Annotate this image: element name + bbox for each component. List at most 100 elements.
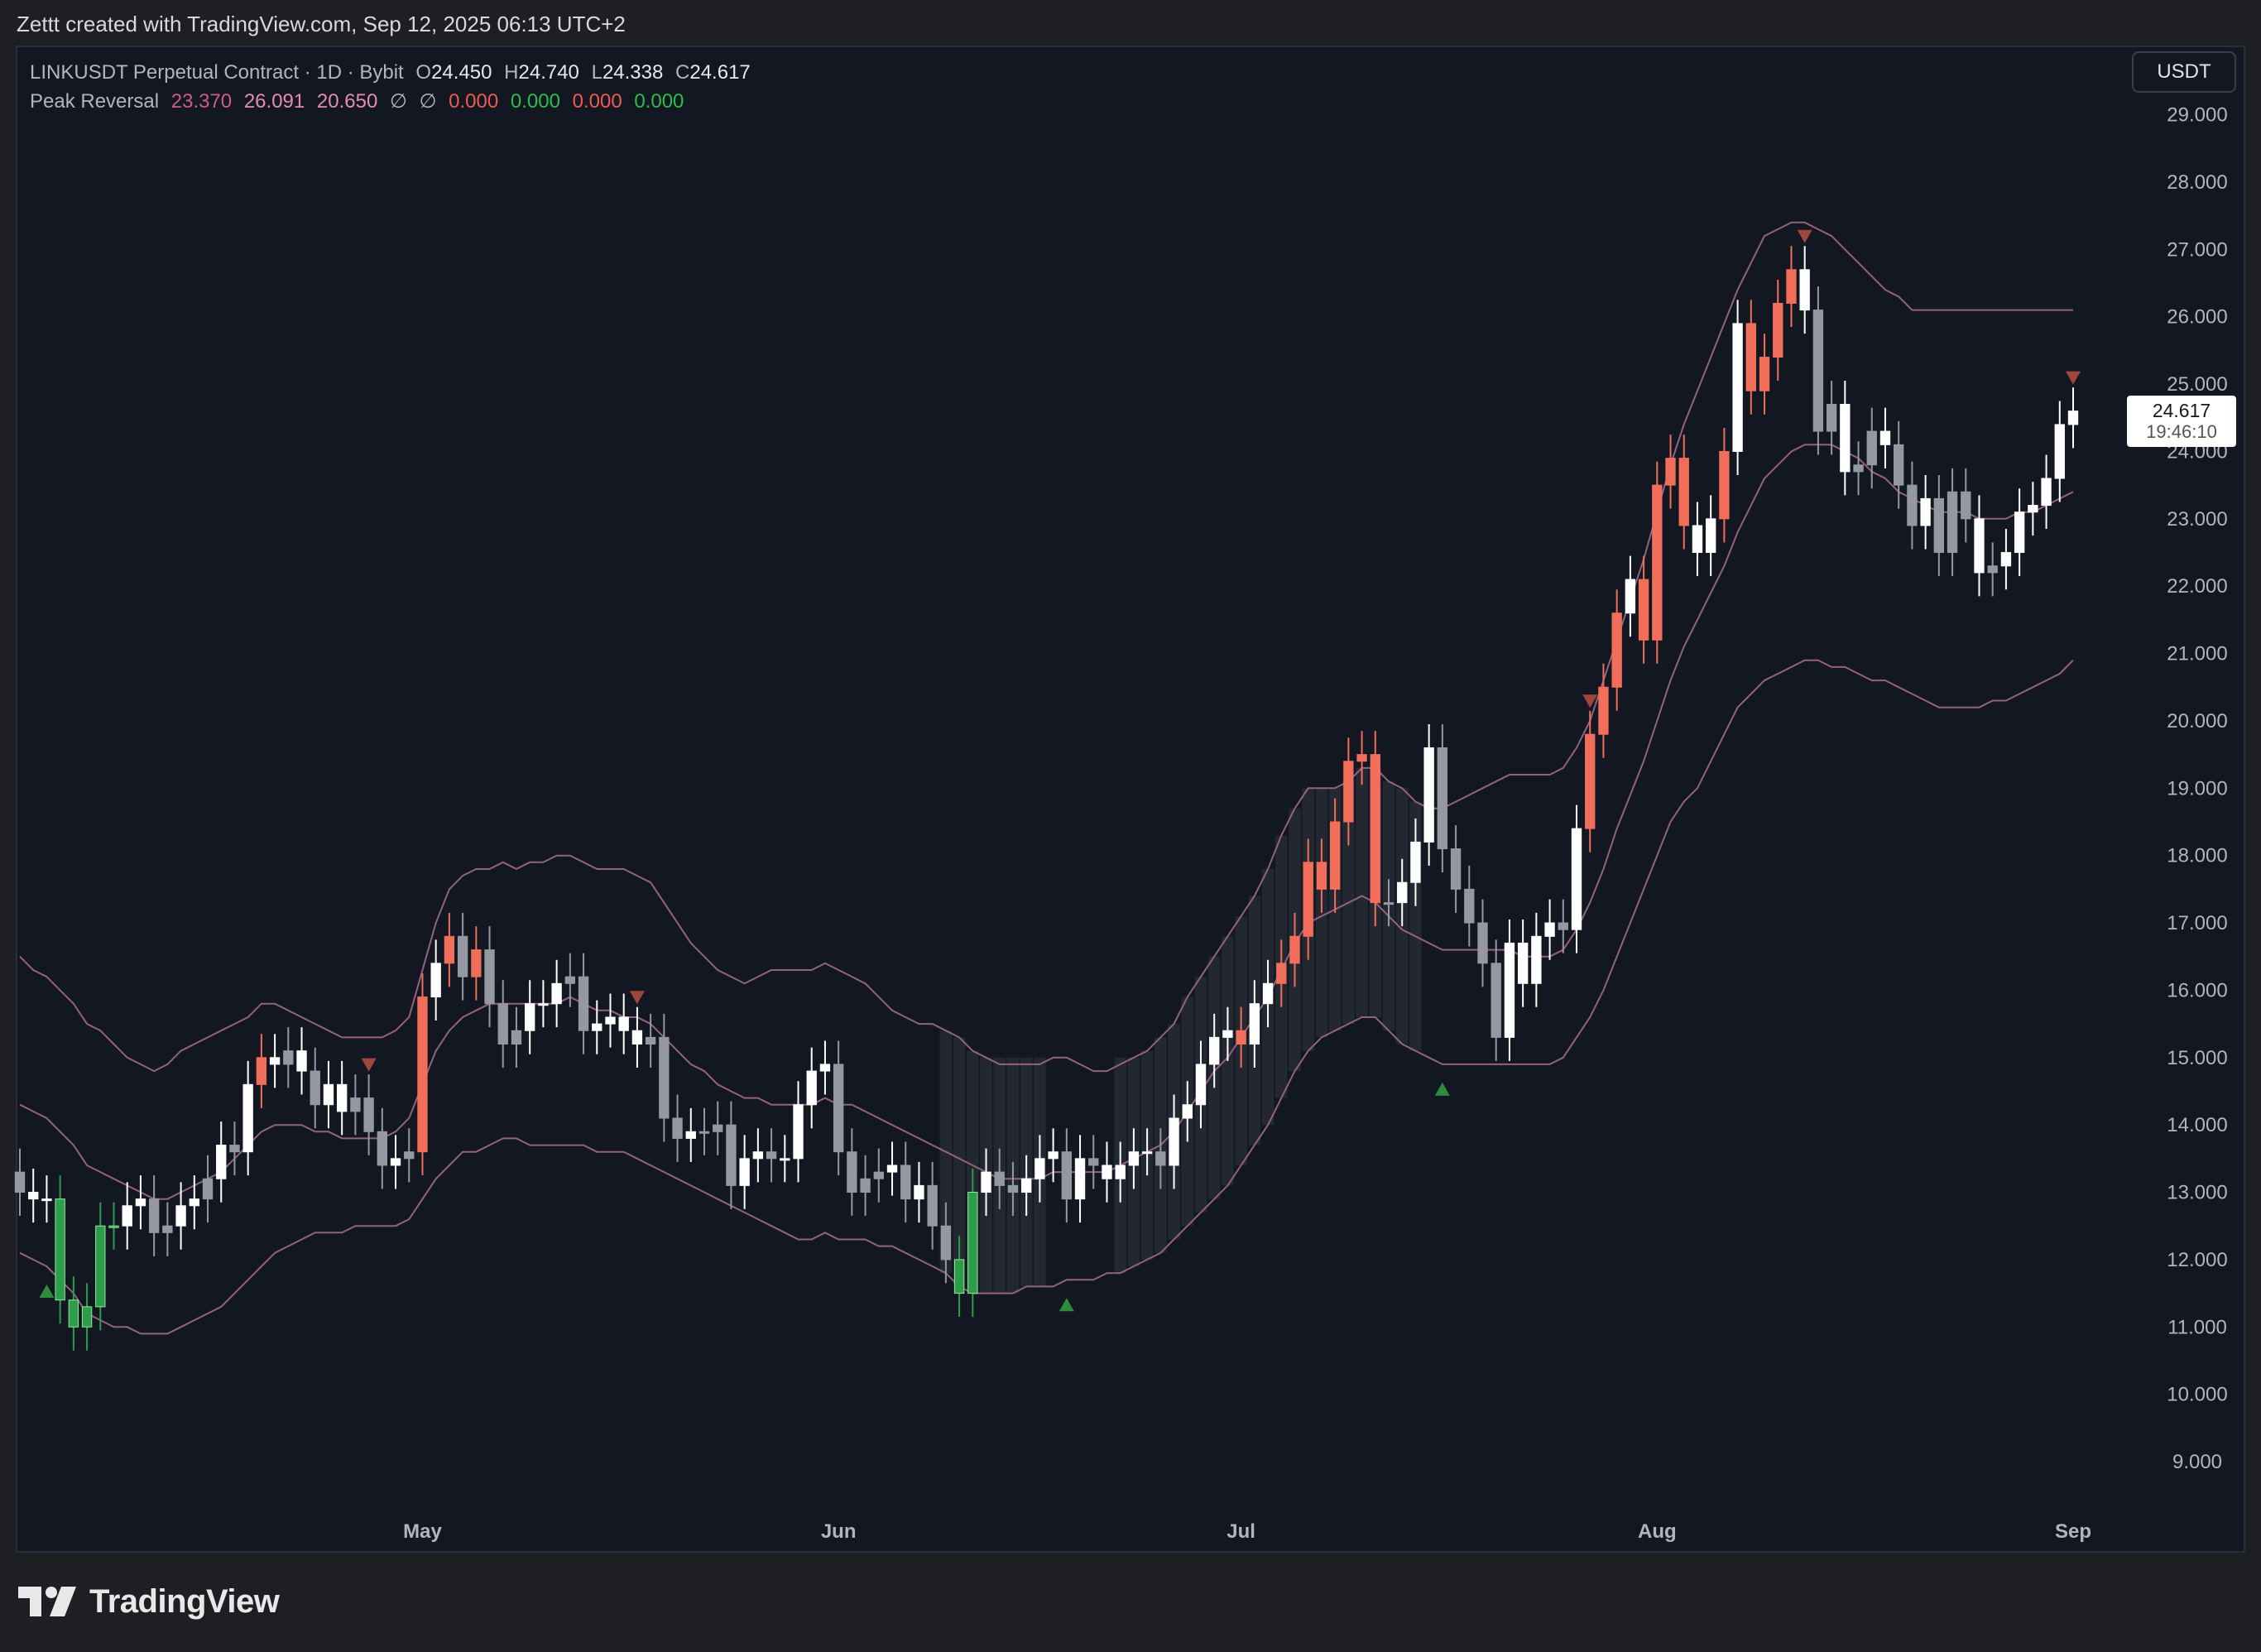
candle-body: [1987, 565, 1998, 574]
candle-body: [886, 1165, 898, 1173]
candle-body: [1343, 761, 1354, 823]
candle-body: [1773, 302, 1783, 358]
x-axis-month-label: May: [403, 1520, 442, 1543]
currency-button[interactable]: USDT: [2132, 51, 2236, 93]
candle-body: [981, 1171, 991, 1193]
candle-body: [1021, 1178, 1032, 1193]
candle-body: [68, 1299, 79, 1328]
shaded-column: [1356, 767, 1368, 1017]
candle-body: [1974, 518, 1985, 574]
candle-body: [645, 1036, 656, 1045]
candle-body: [95, 1225, 106, 1308]
candle-body: [1074, 1158, 1086, 1200]
candle-body: [1933, 497, 1945, 554]
symbol-title[interactable]: LINKUSDT Perpetual Contract · 1D · Bybit: [30, 61, 404, 84]
candle-body: [1504, 942, 1515, 1038]
candle-body: [417, 996, 428, 1153]
y-axis-tick-label: 20.000: [2167, 710, 2227, 732]
y-axis-tick-label: 17.000: [2167, 912, 2227, 934]
symbol-ohlc-row: LINKUSDT Perpetual Contract · 1D · Bybit…: [30, 58, 757, 87]
indicator-value-upper: 26.091: [243, 90, 305, 113]
candle-body: [1732, 323, 1743, 452]
candle-body: [81, 1306, 93, 1328]
candle-body: [739, 1158, 750, 1186]
ohlc-low: L24.338: [591, 61, 664, 84]
candle-body: [1128, 1151, 1140, 1166]
y-axis-tick-label: 13.000: [2167, 1182, 2227, 1204]
candle-body: [914, 1184, 924, 1200]
candle-body: [659, 1036, 670, 1119]
candle-body: [578, 976, 589, 1031]
candle-body: [1826, 404, 1837, 432]
y-axis-tick-label: 19.000: [2167, 777, 2227, 800]
candle-body: [269, 1057, 281, 1065]
candle-body: [1866, 430, 1877, 466]
candle-body: [175, 1205, 186, 1227]
candle-body: [631, 1030, 643, 1045]
candle-body: [162, 1225, 173, 1233]
candle-body: [497, 1003, 508, 1045]
y-axis-tick-label: 25.000: [2167, 373, 2227, 396]
candle-body: [538, 1003, 549, 1006]
candle-body: [1276, 963, 1287, 984]
last-price-value: 24.617: [2152, 400, 2211, 421]
tradingview-logo[interactable]: TradingView: [18, 1581, 280, 1622]
chart-pane[interactable]: [16, 46, 2245, 1553]
candle-body: [1356, 754, 1367, 762]
candle-body: [1920, 497, 1931, 526]
candle-body: [766, 1151, 777, 1160]
candle-body: [14, 1171, 26, 1193]
empty-set-icon: ∅: [419, 90, 437, 113]
candle-body: [967, 1192, 978, 1294]
middle-band-line: [19, 444, 2074, 1200]
candle-body: [1585, 733, 1596, 829]
ohlc-close: C24.617: [675, 61, 751, 84]
y-axis-tick-label: 12.000: [2167, 1249, 2227, 1271]
candle-body: [873, 1171, 884, 1179]
candle-body: [1961, 491, 1971, 520]
candle-body: [564, 976, 576, 984]
signal-up-triangle: [1434, 1082, 1450, 1096]
signal-down-triangle: [361, 1058, 377, 1072]
tradingview-logo-text: TradingView: [89, 1582, 280, 1620]
candle-body: [135, 1198, 146, 1207]
candle-body: [1329, 821, 1341, 890]
candle-body: [310, 1070, 320, 1106]
candle-body: [927, 1184, 938, 1227]
candle-body: [28, 1192, 39, 1200]
candle-body: [1611, 612, 1622, 688]
candle-body: [2000, 552, 2012, 567]
candle-body: [1879, 430, 1891, 445]
candle-body: [525, 1003, 535, 1031]
lower-band-line: [19, 659, 2074, 1335]
candle-body: [2028, 505, 2038, 513]
indicator-name[interactable]: Peak Reversal: [30, 90, 160, 113]
candle-body: [283, 1050, 294, 1065]
candle-body: [1812, 310, 1824, 432]
candle-body: [1182, 1104, 1193, 1119]
candle-body: [1799, 269, 1810, 311]
candle-body: [1544, 922, 1555, 937]
candle-body: [618, 1016, 629, 1031]
candle-body: [430, 963, 441, 998]
candle-body: [1517, 942, 1529, 984]
indicator-value-7: 0.000: [634, 90, 684, 113]
signal-down-triangle: [2066, 371, 2081, 385]
candle-body: [685, 1131, 696, 1139]
publish-caption: Zettt created with TradingView.com, Sep …: [17, 12, 626, 36]
candle-body: [1638, 579, 1649, 641]
candle-body: [860, 1178, 871, 1193]
candle-body: [1195, 1064, 1207, 1106]
last-price-label: 24.617 19:46:10: [2127, 396, 2236, 447]
candle-body: [1209, 1036, 1220, 1065]
candle-body: [1236, 1030, 1246, 1045]
y-axis-tick-label: 22.000: [2167, 575, 2227, 598]
candle-body: [41, 1198, 52, 1202]
y-axis-tick-label: 16.000: [2167, 979, 2227, 1001]
candle-body: [242, 1083, 253, 1153]
candle-body: [350, 1097, 361, 1112]
candle-body: [994, 1171, 1005, 1186]
candle-body: [819, 1064, 831, 1072]
candle-body: [1303, 862, 1313, 937]
